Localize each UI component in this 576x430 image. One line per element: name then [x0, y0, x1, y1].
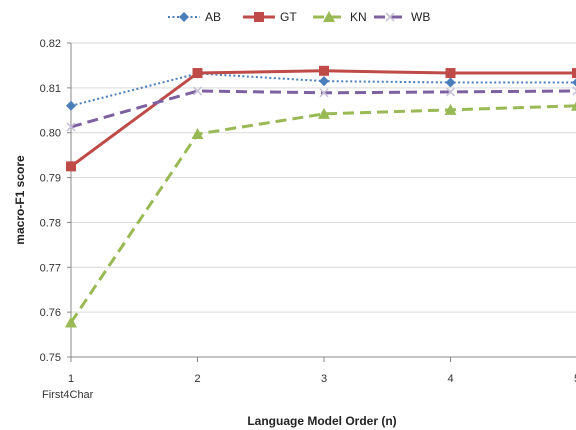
legend-marker-ab [179, 12, 189, 22]
data-point-wb [319, 88, 329, 98]
legend-label-kn: KN [350, 10, 367, 24]
legend-marker-wb [385, 12, 395, 22]
axes [70, 43, 576, 362]
data-point-ab [572, 78, 576, 87]
x-tick-label: 1 [68, 373, 74, 385]
series-line-kn [69, 104, 576, 324]
data-point-kn [318, 107, 330, 119]
legend-item-kn: KN [313, 10, 367, 24]
x-tick-label: 3 [321, 373, 327, 385]
grid-lines [67, 42, 576, 358]
y-axis-title: macro-F1 score [13, 155, 27, 245]
x-sub-label: First4Char [42, 389, 94, 401]
x-axis-title: Language Model Order (n) [247, 414, 396, 428]
y-tick-labels: 0.75 0.76 0.77 0.78 0.79 0.80 0.81 0.82 [40, 38, 61, 364]
x-tick-labels: 1 2 3 4 5 [68, 373, 576, 385]
legend-marker-kn [323, 11, 335, 22]
legend-item-wb: WB [374, 10, 430, 24]
series-layer [65, 65, 576, 328]
y-tick-label: 0.75 [40, 352, 61, 364]
y-tick-label: 0.80 [40, 128, 61, 140]
legend-item-gt: GT [243, 10, 297, 24]
legend-item-ab: AB [168, 10, 221, 24]
y-tick-label: 0.76 [40, 307, 61, 319]
data-point-gt [66, 161, 76, 172]
legend: AB GT KN WB [168, 10, 430, 24]
series-wb [66, 86, 576, 132]
legend-label-ab: AB [205, 10, 221, 24]
data-point-kn [191, 128, 204, 140]
data-point-ab [319, 76, 329, 87]
y-tick-label: 0.79 [40, 173, 61, 185]
data-point-wb [66, 122, 76, 132]
y-tick-label: 0.77 [40, 262, 61, 274]
legend-label-gt: GT [280, 10, 297, 24]
data-point-gt [572, 68, 576, 79]
legend-marker-gt [254, 12, 264, 22]
data-point-kn [65, 316, 77, 328]
y-tick-label: 0.82 [40, 38, 61, 50]
x-tick-label: 2 [194, 373, 200, 385]
x-tick-label: 5 [574, 373, 576, 385]
series-kn [65, 101, 576, 328]
y-tick-label: 0.78 [40, 217, 61, 229]
data-point-wb [572, 86, 576, 96]
data-point-gt [192, 68, 203, 79]
data-point-gt [445, 68, 456, 79]
y-tick-label: 0.81 [40, 83, 61, 95]
x-tick-label: 4 [447, 373, 453, 385]
legend-label-wb: WB [411, 10, 430, 24]
data-point-wb [445, 87, 456, 97]
data-point-ab [66, 100, 76, 111]
data-point-kn [444, 103, 457, 115]
data-point-ab [445, 77, 456, 88]
data-point-gt [319, 65, 329, 76]
data-point-wb [192, 86, 203, 96]
data-point-kn [571, 101, 576, 111]
